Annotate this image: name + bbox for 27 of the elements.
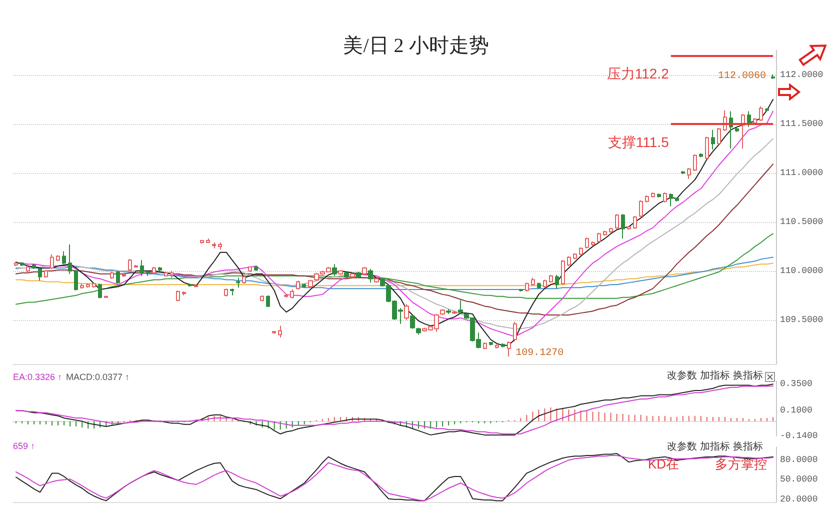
y-tick-label: 110.0000 [780,266,824,276]
annotation: 多方掌控 [715,456,767,472]
y-tick-label: -0.1400 [780,431,818,441]
y-tick-label: 20.0000 [780,494,818,504]
annotation: 改参数 [667,440,697,452]
y-tick-label: 111.0000 [780,168,824,178]
y-tick-label: 50.0000 [780,474,818,485]
y-tick-label: 109.5000 [780,314,824,325]
chart-title: 美/日 2 小时走势 [343,34,489,57]
ref-line-label: 支撑111.5 [608,134,670,150]
y-tick-label: 0.1000 [780,406,812,416]
annotation: 换指标 [733,440,763,452]
annotation: MACD:0.0377 ↑ [66,372,130,382]
y-tick-label: 0.3500 [780,379,812,390]
y-tick-label: 111.5000 [780,118,824,129]
ref-line-label: 压力112.2 [606,65,670,82]
annotation: 换指标 [733,370,763,382]
annotation: 659 ↑ [13,441,36,451]
annotation: 加指标 [700,440,730,452]
annotation: EA:0.3326 ↑ [13,372,62,382]
y-tick-label: 110.5000 [780,216,824,227]
annotation: 改参数 [667,370,697,382]
annotation: 加指标 [700,370,730,382]
annotation: 109.1270 [516,348,564,359]
y-tick-label: 80.0000 [780,455,818,466]
annotation: 112.0060 [718,70,766,82]
y-tick-label: 112.0000 [780,70,824,80]
